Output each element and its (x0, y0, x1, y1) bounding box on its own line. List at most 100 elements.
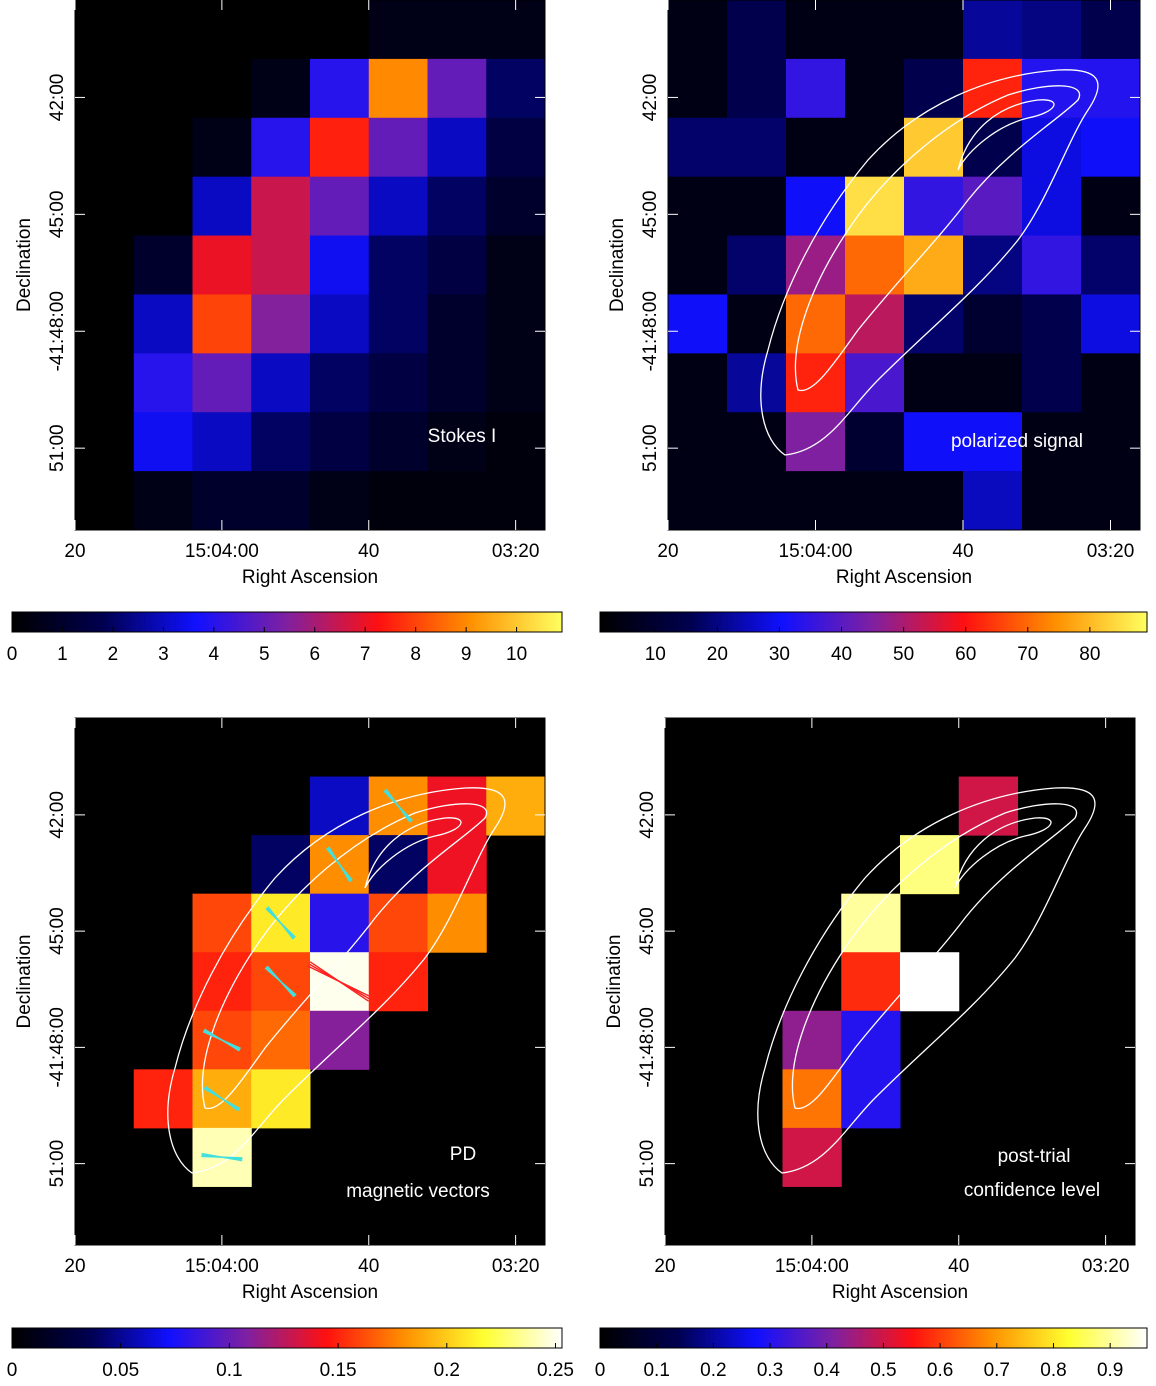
colorbar-tick-label: 4 (209, 644, 220, 665)
y-tick-label: 42:00 (637, 791, 658, 839)
heatmap-cell (486, 59, 545, 118)
heatmap-cell (668, 177, 728, 236)
heatmap-cell (193, 353, 252, 412)
heatmap-cell (727, 118, 787, 177)
heatmap-cell (668, 0, 728, 59)
x-tick-label: 40 (358, 541, 379, 562)
x-axis-label: Right Ascension (242, 567, 378, 588)
heatmap-cell (786, 294, 846, 353)
heatmap-cell (369, 0, 428, 59)
heatmap-cell (369, 894, 428, 953)
heatmap-cell (310, 471, 369, 530)
heatmap-cell (251, 0, 310, 59)
y-tick-label: 42:00 (47, 791, 68, 839)
heatmap-cell (1081, 118, 1141, 177)
x-tick-label: 20 (64, 1256, 85, 1277)
heatmap-cell (75, 118, 134, 177)
heatmap-cell (963, 118, 1023, 177)
heatmap-cell (369, 236, 428, 295)
heatmap-cell (310, 353, 369, 412)
heatmap-cell (428, 294, 487, 353)
heatmap-cell (727, 59, 787, 118)
heatmap-cell (845, 0, 905, 59)
heatmap-cell (900, 835, 959, 894)
heatmap-cell (251, 353, 310, 412)
heatmap-cell (1081, 294, 1141, 353)
colorbar-tick-label: 0.7 (984, 1360, 1010, 1381)
heatmap-cell (310, 177, 369, 236)
heatmap-cell (727, 294, 787, 353)
colorbar-tick-label: 0.05 (102, 1360, 139, 1381)
x-tick-label: 15:04:00 (185, 541, 259, 562)
y-tick-label: 45:00 (47, 191, 68, 239)
heatmap-cell (369, 59, 428, 118)
heatmap-cell (428, 177, 487, 236)
heatmap-cell (1081, 236, 1141, 295)
heatmap-cell (134, 412, 193, 471)
colorbar (600, 1328, 1147, 1348)
heatmap-cell (727, 0, 787, 59)
heatmap-cell (251, 236, 310, 295)
heatmap-cell (841, 1011, 900, 1070)
x-tick-label: 40 (952, 541, 973, 562)
heatmap-cell (963, 353, 1023, 412)
heatmap-cell (310, 1011, 369, 1070)
heatmap-cell (134, 294, 193, 353)
heatmap-cell (369, 294, 428, 353)
colorbar-tick-label: 1 (57, 644, 68, 665)
heatmap-cell (727, 236, 787, 295)
heatmap-cell (727, 471, 787, 530)
heatmap-cell (310, 236, 369, 295)
heatmap-cell (904, 118, 964, 177)
heatmap-cell (841, 894, 900, 953)
heatmap-cell (75, 177, 134, 236)
heatmap-cell (845, 412, 905, 471)
colorbar-tick-label: 5 (259, 644, 270, 665)
heatmap-cell (251, 1069, 310, 1128)
heatmap-cell (845, 177, 905, 236)
colorbar-tick-label: 9 (461, 644, 472, 665)
heatmap-cell (134, 59, 193, 118)
colorbar-tick-label: 7 (360, 644, 371, 665)
colorbar-tick-label: 0.15 (320, 1360, 357, 1381)
y-tick-label: 42:00 (640, 74, 661, 122)
y-tick-label: 45:00 (640, 191, 661, 239)
heatmap-cell (1022, 236, 1082, 295)
heatmap-cell (1022, 294, 1082, 353)
heatmap-cell (428, 471, 487, 530)
y-tick-label: -41:48:00 (637, 1007, 658, 1087)
x-tick-label: 20 (64, 541, 85, 562)
x-tick-label: 40 (358, 1256, 379, 1277)
heatmap-cell (845, 118, 905, 177)
heatmap-cell (310, 294, 369, 353)
heatmap-cell (428, 835, 487, 894)
heatmap-cell (193, 952, 252, 1011)
colorbar-tick-label: 0.2 (434, 1360, 460, 1381)
x-tick-label: 03:20 (1087, 541, 1135, 562)
heatmap-cell (486, 236, 545, 295)
annotation: Stokes I (428, 426, 497, 447)
heatmap-cell (75, 294, 134, 353)
heatmap-cell (963, 177, 1023, 236)
colorbar-tick-label: 0.3 (757, 1360, 783, 1381)
heatmap-cell (310, 0, 369, 59)
heatmap-cell (193, 412, 252, 471)
colorbar-tick-label: 60 (955, 644, 976, 665)
heatmap-cell (134, 118, 193, 177)
colorbar-tick-label: 0.6 (927, 1360, 953, 1381)
annotation: PD (450, 1144, 476, 1165)
heatmap-cell (959, 777, 1018, 836)
heatmap-cell (251, 412, 310, 471)
heatmap-cell (1081, 177, 1141, 236)
heatmap-cell (904, 471, 964, 530)
heatmap-cell (668, 471, 728, 530)
heatmap-cell (251, 59, 310, 118)
heatmap-cell (251, 294, 310, 353)
y-tick-label: 51:00 (637, 1140, 658, 1188)
x-tick-label: 15:04:00 (779, 541, 853, 562)
annotation: confidence level (964, 1180, 1100, 1201)
heatmap-cell (845, 471, 905, 530)
y-tick-label: -41:48:00 (47, 291, 68, 371)
x-tick-label: 03:20 (492, 541, 540, 562)
heatmap-cell (75, 59, 134, 118)
